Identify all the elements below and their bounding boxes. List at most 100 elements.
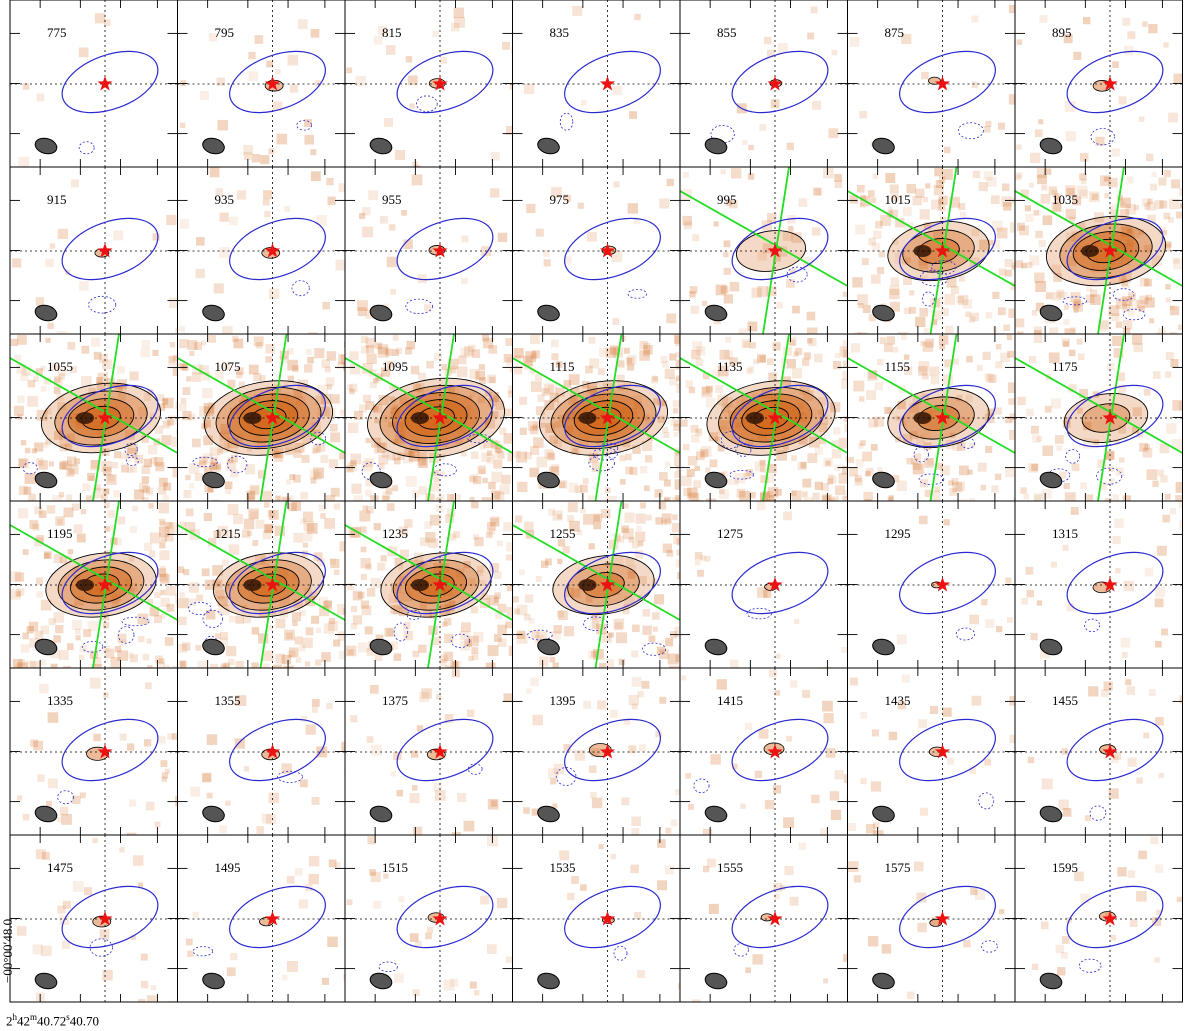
noise-pixel <box>1127 757 1137 767</box>
noise-pixel <box>56 330 68 334</box>
noise-pixel <box>705 385 713 393</box>
noise-pixel <box>179 122 186 129</box>
noise-pixel <box>359 526 367 534</box>
noise-pixel <box>140 953 148 961</box>
source-ellipse <box>61 384 159 448</box>
noise-pixel <box>188 463 200 474</box>
noise-pixel <box>631 703 638 710</box>
noise-pixel <box>263 561 270 569</box>
noise-pixel <box>772 785 782 794</box>
noise-pixel <box>297 19 308 30</box>
noise-pixel <box>230 469 239 478</box>
noise-pixel <box>892 238 899 245</box>
noise-pixel <box>262 663 270 668</box>
noise-pixel <box>734 473 746 484</box>
negative-contour <box>786 266 808 283</box>
noise-pixel <box>1114 518 1124 528</box>
noise-pixel <box>242 615 252 624</box>
noise-pixel <box>201 568 210 577</box>
noise-pixel <box>1031 310 1038 316</box>
noise-pixel <box>952 358 959 365</box>
noise-pixel <box>537 394 545 402</box>
noise-pixel <box>486 450 493 456</box>
noise-pixel <box>840 647 847 654</box>
noise-pixel <box>165 521 173 529</box>
noise-pixel <box>507 452 513 462</box>
noise-pixel <box>1053 273 1062 282</box>
negative-contour <box>746 607 772 620</box>
noise-pixel <box>321 977 329 985</box>
star-marker <box>432 76 448 91</box>
beam-ellipse <box>537 972 560 990</box>
noise-pixel <box>124 429 135 440</box>
noise-pixel <box>350 459 357 467</box>
noise-pixel <box>55 516 65 526</box>
noise-pixel <box>867 935 879 947</box>
noise-pixel <box>293 532 304 543</box>
noise-pixel <box>469 496 475 501</box>
noise-pixel <box>227 457 234 464</box>
noise-pixel <box>791 368 803 379</box>
noise-pixel <box>769 494 775 501</box>
noise-pixel <box>192 911 199 918</box>
noise-pixel <box>1173 259 1183 270</box>
noise-pixel <box>94 13 106 24</box>
noise-pixel <box>194 342 202 350</box>
noise-pixel <box>367 836 376 845</box>
beam-ellipse <box>1039 304 1063 322</box>
noise-pixel <box>550 339 559 348</box>
noise-pixel <box>639 340 648 350</box>
noise-pixel <box>1169 306 1180 316</box>
noise-pixel <box>246 490 256 500</box>
noise-pixel <box>343 362 345 371</box>
noise-pixel <box>659 696 667 704</box>
noise-pixel <box>794 619 800 625</box>
noise-pixel <box>790 680 798 688</box>
noise-pixel <box>1071 243 1078 250</box>
noise-pixel <box>1117 867 1127 877</box>
noise-pixel <box>506 542 513 552</box>
noise-pixel <box>844 423 848 433</box>
beam-ellipse <box>704 805 728 823</box>
noise-pixel <box>1009 413 1015 420</box>
beam-ellipse <box>202 471 225 489</box>
noise-pixel <box>325 377 335 387</box>
noise-pixel <box>535 575 542 583</box>
noise-pixel <box>312 706 318 713</box>
beam-ellipse <box>537 137 560 155</box>
noise-pixel <box>1125 203 1137 215</box>
noise-pixel <box>862 304 871 313</box>
noise-pixel <box>947 757 955 765</box>
noise-pixel <box>855 224 866 235</box>
noise-pixel <box>162 420 171 429</box>
noise-pixel <box>53 387 61 394</box>
noise-pixel <box>643 344 653 355</box>
noise-pixel <box>149 532 161 544</box>
noise-pixel <box>676 375 680 382</box>
noise-pixel <box>855 458 864 467</box>
noise-pixel <box>568 374 580 386</box>
noise-pixel <box>1159 443 1170 454</box>
noise-pixel <box>67 456 77 466</box>
noise-pixel <box>434 352 442 361</box>
noise-pixel <box>249 486 259 496</box>
noise-pixel <box>1080 893 1091 904</box>
noise-pixel <box>146 638 152 644</box>
noise-pixel <box>118 384 127 394</box>
noise-pixel <box>300 500 311 501</box>
noise-pixel <box>623 503 629 509</box>
noise-pixel <box>1061 935 1070 944</box>
noise-pixel <box>875 220 883 229</box>
star-marker <box>1102 76 1118 91</box>
noise-pixel <box>213 530 221 538</box>
noise-pixel <box>207 487 214 493</box>
noise-pixel <box>886 407 893 414</box>
noise-pixel <box>59 460 69 470</box>
channel-panel: 1475 <box>9 834 178 1003</box>
noise-pixel <box>380 367 391 377</box>
noise-pixel <box>587 495 594 501</box>
noise-pixel <box>175 795 178 807</box>
velocity-label: 1555 <box>717 860 743 875</box>
noise-pixel <box>948 480 954 486</box>
source-ellipse <box>229 551 326 615</box>
